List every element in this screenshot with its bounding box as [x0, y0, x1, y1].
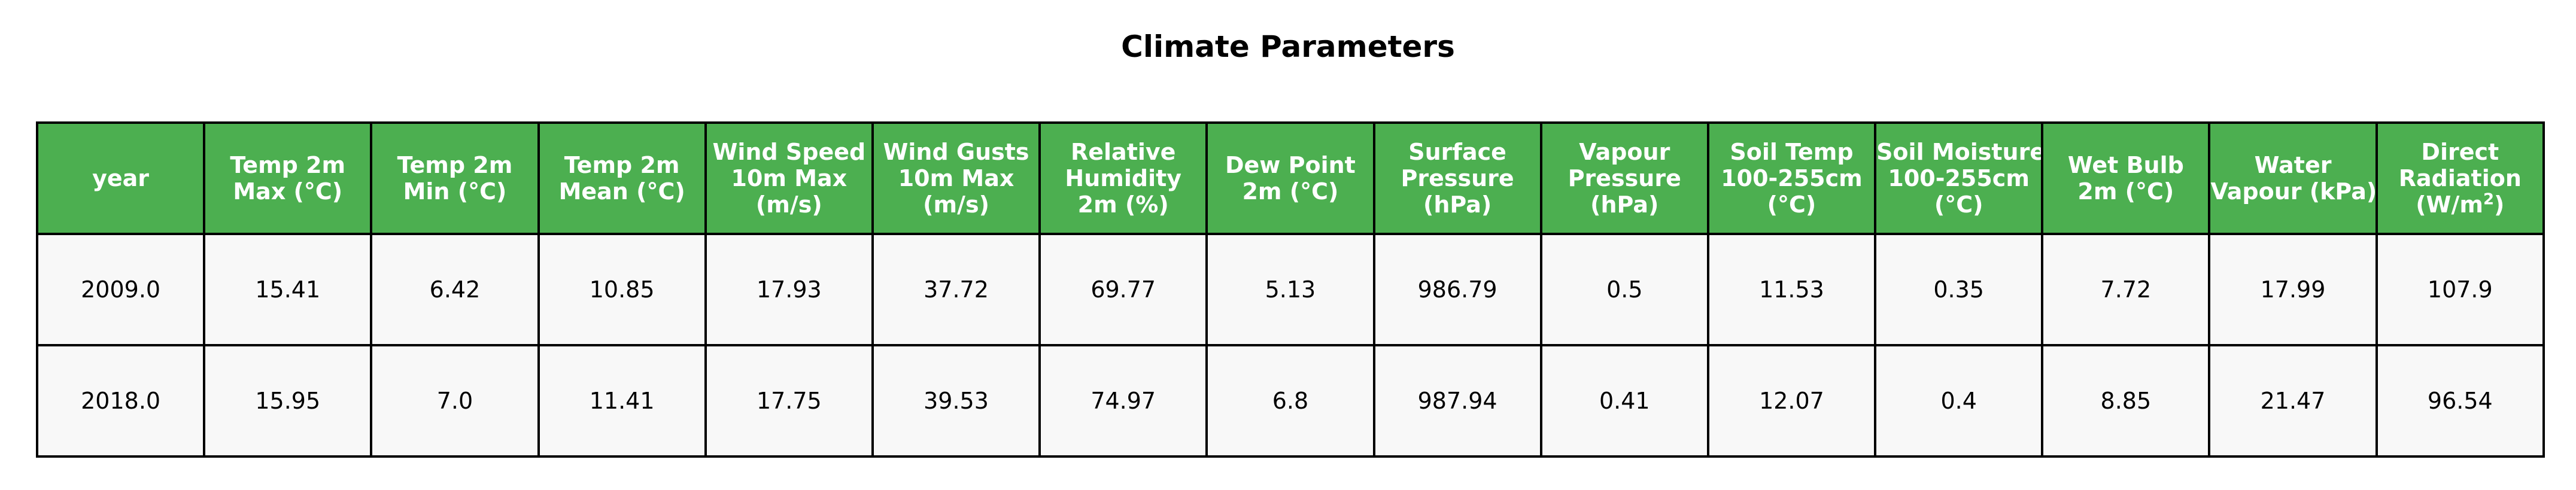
column-header-line: (hPa) [1423, 191, 1492, 218]
table-cell: 107.9 [2375, 233, 2545, 346]
unit-superscript: 2 [2483, 190, 2495, 209]
column-header: year [35, 121, 206, 235]
column-header: Surface Pressure (hPa) [1372, 121, 1542, 235]
column-header-line: Mean (°C) [558, 178, 685, 205]
unit-text: (W/m [2416, 191, 2483, 218]
table-cell: 39.53 [871, 344, 1041, 458]
column-header-line: Pressure [1401, 165, 1514, 191]
column-header: Wind Gusts 10m Max (m/s) [871, 121, 1041, 235]
table-cell: 12.07 [1706, 344, 1877, 458]
column-header-line: Vapour (kPa) [2210, 178, 2377, 205]
table-cell: 0.5 [1539, 233, 1709, 346]
column-header-line: (W/m2) [2379, 190, 2541, 218]
column-header-line: Dew Point [1225, 152, 1356, 178]
table-cell: 7.72 [2041, 233, 2211, 346]
column-header-line: 2m (°C) [2077, 178, 2174, 205]
column-header-line: year [92, 165, 150, 191]
column-header-line: Temp 2m [230, 152, 346, 178]
table-row: 2018.0 15.95 7.0 11.41 17.75 39.53 74.97 6.8 987… [35, 344, 2545, 458]
column-header: Direct Radiation (W/m2) [2375, 121, 2545, 235]
column-header-line: Soil Moisture [1876, 139, 2043, 165]
table-cell: 0.35 [1874, 233, 2044, 346]
table-cell: 37.72 [871, 233, 1041, 346]
column-header: Soil Moisture 100-255cm (°C) [1874, 121, 2044, 235]
column-header-line: Temp 2m [564, 152, 680, 178]
table-row: 2009.0 15.41 6.42 10.85 17.93 37.72 69.77 5.13 9… [35, 233, 2545, 346]
table-cell: 11.41 [537, 344, 707, 458]
table-cell: 96.54 [2375, 344, 2545, 458]
table-cell: 6.8 [1205, 344, 1375, 458]
column-header-line: Water [2254, 152, 2332, 178]
column-header-line: Vapour [1579, 139, 1670, 165]
column-header-line: Relative [1071, 139, 1176, 165]
table-cell: 15.95 [203, 344, 373, 458]
column-header-line: Humidity [1065, 165, 1182, 191]
table-cell: 6.42 [370, 233, 540, 346]
column-header-line: (m/s) [923, 191, 989, 218]
column-header-line: Direct [2421, 139, 2499, 165]
column-header: Temp 2m Mean (°C) [537, 121, 707, 235]
column-header: Temp 2m Max (°C) [203, 121, 373, 235]
column-header: Soil Temp 100-255cm (°C) [1706, 121, 1877, 235]
column-header-line: Pressure [1568, 165, 1681, 191]
column-header: Temp 2m Min (°C) [370, 121, 540, 235]
table-cell: 986.79 [1372, 233, 1542, 346]
table-body: 2009.0 15.41 6.42 10.85 17.93 37.72 69.77 5.13 9… [35, 233, 2545, 458]
column-header: Dew Point 2m (°C) [1205, 121, 1375, 235]
table-cell: 17.93 [704, 233, 874, 346]
column-header: Water Vapour (kPa) [2208, 121, 2378, 235]
climate-table: year Temp 2m Max (°C) Temp 2m Min (°C) Temp 2… [35, 121, 2545, 458]
table-cell: 2009.0 [35, 233, 206, 346]
column-header-line: Temp 2m [397, 152, 513, 178]
table-cell: 10.85 [537, 233, 707, 346]
column-header-line: 10m Max [731, 165, 847, 191]
table-cell: 21.47 [2208, 344, 2378, 458]
column-header-line: Soil Temp [1730, 139, 1854, 165]
column-header-line: (°C) [1934, 191, 1983, 218]
table-cell: 17.99 [2208, 233, 2378, 346]
column-header-line: Wind Gusts [883, 139, 1029, 165]
column-header-line: Wet Bulb [2067, 152, 2184, 178]
table-cell: 987.94 [1372, 344, 1542, 458]
column-header: Relative Humidity 2m (%) [1038, 121, 1208, 235]
column-header-line: Min (°C) [403, 178, 507, 205]
table-cell: 7.0 [370, 344, 540, 458]
column-header-line: 2m (%) [1077, 191, 1169, 218]
table-cell: 5.13 [1205, 233, 1375, 346]
column-header-line: (hPa) [1590, 191, 1659, 218]
table-cell: 0.4 [1874, 344, 2044, 458]
column-header: Vapour Pressure (hPa) [1539, 121, 1709, 235]
column-header: Wet Bulb 2m (°C) [2041, 121, 2211, 235]
column-header: Wind Speed 10m Max (m/s) [704, 121, 874, 235]
table-cell: 17.75 [704, 344, 874, 458]
table-cell: 2018.0 [35, 344, 206, 458]
column-header-line: Wind Speed [712, 139, 866, 165]
column-header-line: Radiation [2398, 165, 2522, 191]
column-header-line: 100-255cm [1888, 165, 2030, 191]
column-header-line: 100-255cm [1721, 165, 1863, 191]
chart-title: Climate Parameters [1121, 29, 1455, 64]
table-cell: 11.53 [1706, 233, 1877, 346]
table-cell: 15.41 [203, 233, 373, 346]
table-cell: 0.41 [1539, 344, 1709, 458]
column-header-line: (°C) [1767, 191, 1816, 218]
column-header-line: Surface [1408, 139, 1506, 165]
table-cell: 8.85 [2041, 344, 2211, 458]
column-header-line: 10m Max [898, 165, 1014, 191]
table-header-row: year Temp 2m Max (°C) Temp 2m Min (°C) Temp 2… [35, 121, 2545, 235]
table-cell: 74.97 [1038, 344, 1208, 458]
unit-text: ) [2494, 191, 2505, 218]
column-header-line: 2m (°C) [1242, 178, 1339, 205]
column-header-line: Max (°C) [233, 178, 343, 205]
table-cell: 69.77 [1038, 233, 1208, 346]
column-header-line: (m/s) [755, 191, 822, 218]
